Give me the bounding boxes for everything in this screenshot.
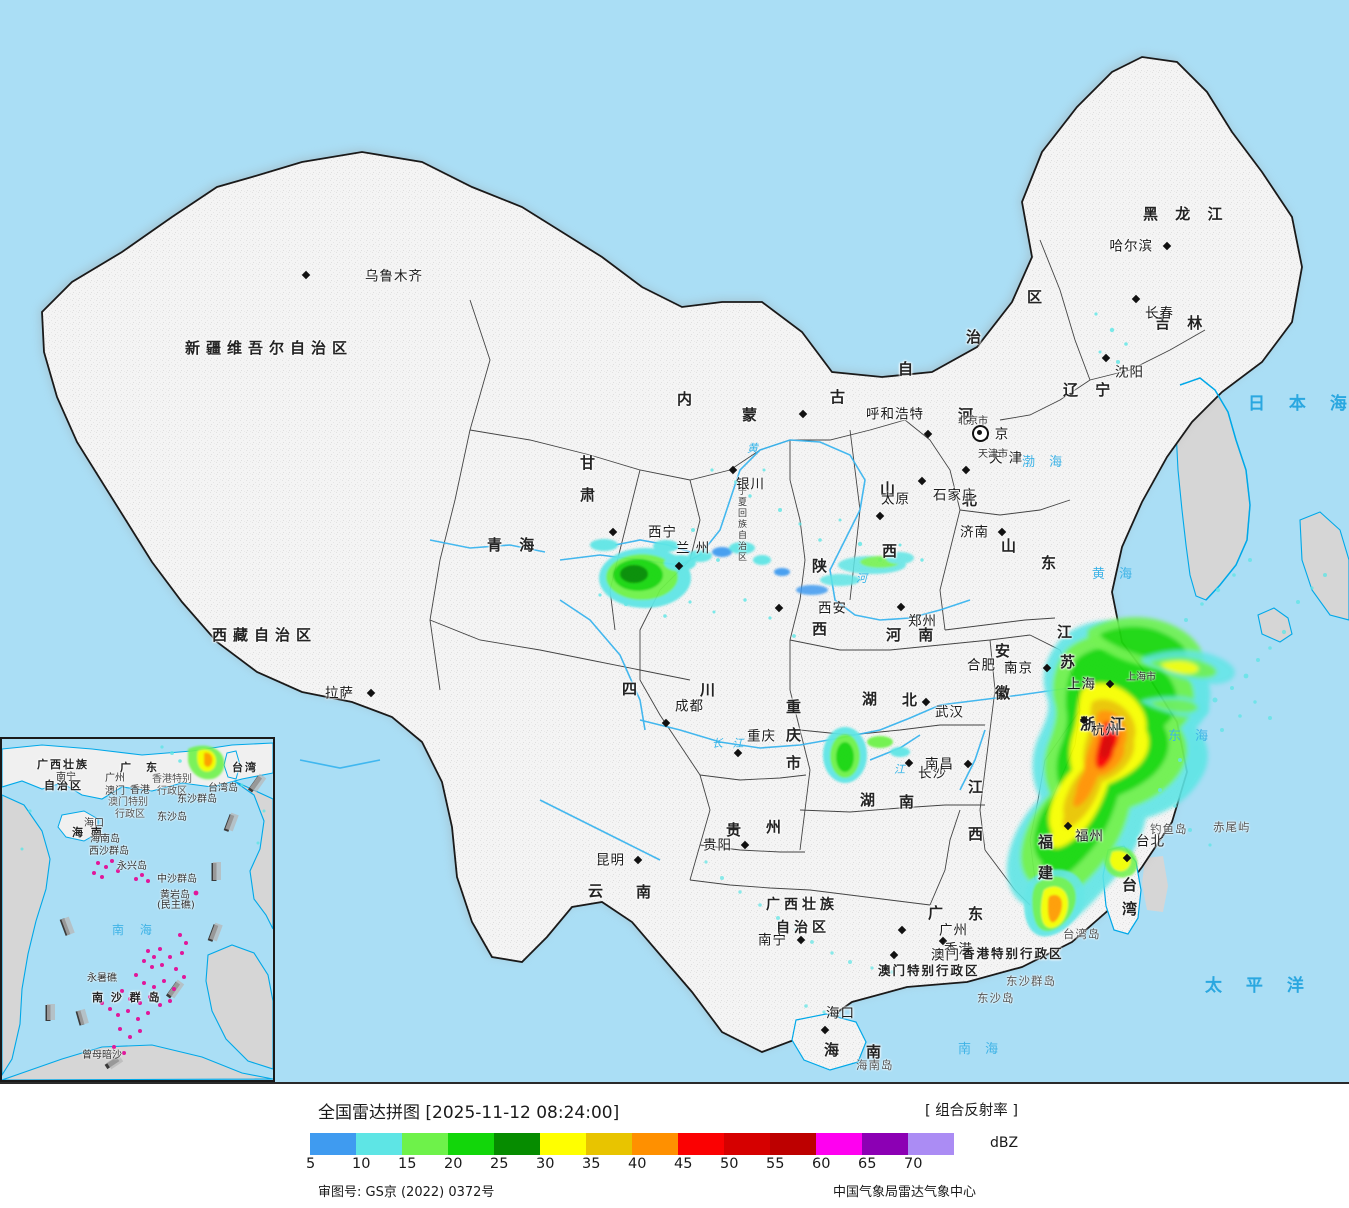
dbz-tick-60: 60	[812, 1156, 831, 1172]
map-vector-layer	[40, 55, 1349, 1071]
inset-vector-layer	[2, 739, 273, 1080]
colorbar-cell-25	[494, 1133, 540, 1155]
colorbar-cell-50	[724, 1133, 770, 1155]
dbz-tick-15: 15	[398, 1156, 417, 1172]
dbz-unit-label: dBZ	[990, 1135, 1019, 1151]
dbz-tick-40: 40	[628, 1156, 647, 1172]
colorbar-cell-20	[448, 1133, 494, 1155]
dbz-tick-35: 35	[582, 1156, 601, 1172]
colorbar-cell-45	[678, 1133, 724, 1155]
dbz-tick-25: 25	[490, 1156, 509, 1172]
mosaic-title: 全国雷达拼图 [2025-11-12 08:24:00]	[318, 1103, 620, 1123]
colorbar-cell-10	[356, 1133, 402, 1155]
south-china-sea-inset[interactable]: 广西壮族 自治区广东台湾 南宁 广州 澳门 香港 香港特别 行政区 澳门特别 行政区 台湾岛 东沙群岛…	[0, 737, 275, 1082]
dbz-tick-70: 70	[904, 1156, 923, 1172]
colorbar-cell-65	[862, 1133, 908, 1155]
map-canvas[interactable]: 新疆维吾尔自治区 西藏自治区青 海甘肃内蒙古自治区黑 龙 江吉 林辽 宁河北山西山…	[0, 0, 1349, 1082]
dbz-tick-10: 10	[352, 1156, 371, 1172]
colorbar-cell-60	[816, 1133, 862, 1155]
colorbar-cell-30	[540, 1133, 586, 1155]
dbz-tick-20: 20	[444, 1156, 463, 1172]
colorbar-cell-5	[310, 1133, 356, 1155]
colorbar-cell-15	[402, 1133, 448, 1155]
dbz-tick-50: 50	[720, 1156, 739, 1172]
map-approval-number: 审图号: GS京 (2022) 0372号	[318, 1185, 495, 1200]
dbz-tick-5: 5	[306, 1156, 316, 1172]
colorbar-cell-35	[586, 1133, 632, 1155]
colorbar-cell-55	[770, 1133, 816, 1155]
dbz-tick-labels: 5 10 15 20 25 30 35 40 45 50 55 60 65 70	[306, 1156, 1010, 1174]
colorbar-cell-70	[908, 1133, 954, 1155]
issuing-agency: 中国气象局雷达气象中心	[833, 1185, 977, 1200]
product-type-label: [ 组合反射率 ]	[924, 1103, 1018, 1119]
dbz-tick-45: 45	[674, 1156, 693, 1172]
colorbar-cell-40	[632, 1133, 678, 1155]
dbz-tick-65: 65	[858, 1156, 877, 1172]
dbz-tick-55: 55	[766, 1156, 785, 1172]
legend-title-row: 全国雷达拼图 [2025-11-12 08:24:00] [ 组合反射率 ]	[318, 1098, 1018, 1123]
dbz-colorbar[interactable]	[310, 1133, 954, 1155]
dbz-tick-30: 30	[536, 1156, 555, 1172]
